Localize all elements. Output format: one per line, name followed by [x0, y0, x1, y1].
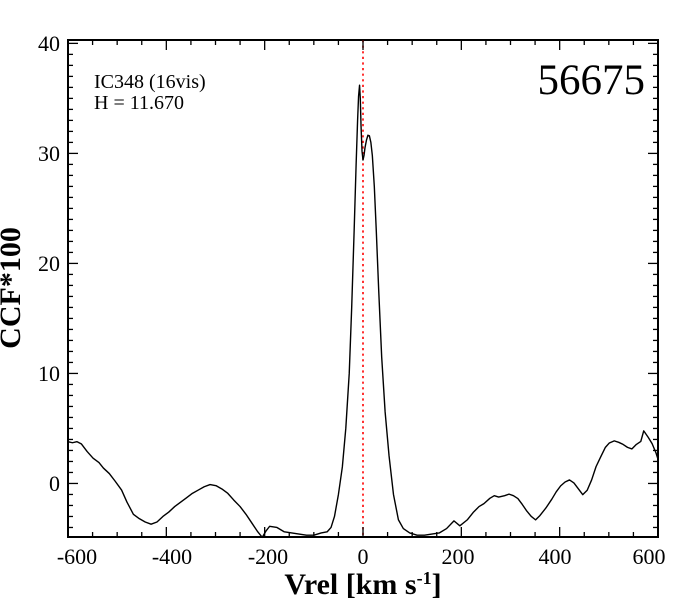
svg-text:-600: -600 — [57, 544, 97, 569]
svg-text:IC348 (16vis): IC348 (16vis) — [94, 71, 206, 93]
svg-text:H = 11.670: H = 11.670 — [94, 92, 184, 114]
svg-text:20: 20 — [38, 251, 60, 276]
svg-text:10: 10 — [38, 361, 60, 386]
svg-text:-200: -200 — [248, 544, 288, 569]
svg-text:40: 40 — [38, 31, 60, 56]
svg-text:400: 400 — [539, 544, 572, 569]
svg-text:56675: 56675 — [538, 57, 646, 104]
svg-text:600: 600 — [633, 544, 666, 569]
svg-text:200: 200 — [442, 544, 475, 569]
svg-text:0: 0 — [358, 544, 369, 569]
svg-text:-400: -400 — [152, 544, 192, 569]
svg-text:CCF*100: CCF*100 — [0, 227, 27, 349]
svg-text:0: 0 — [49, 471, 60, 496]
svg-text:30: 30 — [38, 141, 60, 166]
